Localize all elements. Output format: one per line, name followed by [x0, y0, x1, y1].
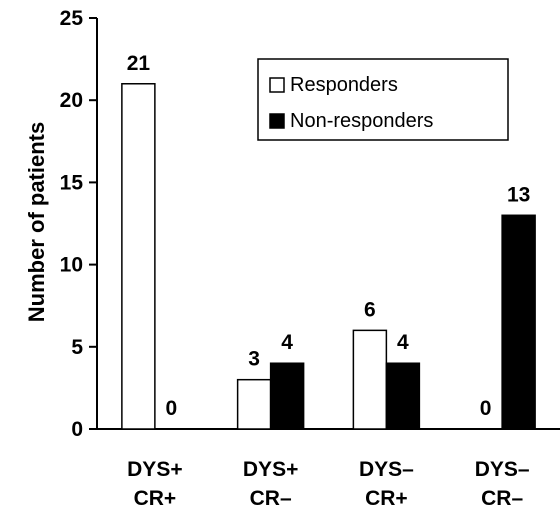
y-axis-title: Number of patients: [24, 122, 49, 322]
y-tick-label: 5: [71, 336, 83, 359]
category-label: CR–: [481, 487, 523, 510]
data-label: 0: [480, 397, 492, 420]
data-label: 0: [166, 397, 178, 420]
y-tick-label: 0: [71, 418, 83, 441]
data-label: 3: [248, 348, 260, 371]
bar-responders-1: [236, 378, 272, 430]
data-label: 4: [397, 331, 409, 354]
y-tick-label: 15: [60, 171, 84, 194]
data-label: 13: [507, 183, 530, 206]
bar-non-responders-1: [269, 362, 305, 430]
data-label: 6: [364, 298, 376, 321]
bar-non-responders-2: [385, 362, 421, 430]
bar-responders-2: [352, 329, 388, 430]
category-label: CR+: [134, 487, 177, 510]
legend: Responders Non-responders: [257, 58, 509, 141]
y-tick-label: 25: [60, 7, 84, 30]
legend-swatch: [269, 113, 285, 129]
category-label: CR+: [365, 487, 408, 510]
category-label: DYS–: [359, 458, 414, 481]
legend-label: Responders: [290, 74, 398, 96]
legend-box: [257, 58, 509, 141]
y-tick-label: 10: [60, 254, 83, 277]
data-label: 4: [281, 331, 293, 354]
bar-responders-0: [121, 83, 156, 430]
category-label: DYS+: [127, 458, 182, 481]
category-label: CR–: [250, 487, 292, 510]
legend-label: Non-responders: [290, 110, 433, 132]
category-label: DYS+: [243, 458, 298, 481]
data-label: 21: [127, 52, 151, 75]
category-labels: DYS+ CR+ DYS+ CR– DYS– CR+ DYS– CR–: [127, 458, 530, 510]
y-tick-label: 20: [60, 89, 83, 112]
axes: 0 5 10 15 20 25: [60, 7, 560, 441]
bars: [121, 83, 536, 430]
legend-swatch: [269, 77, 285, 93]
category-label: DYS–: [475, 458, 530, 481]
bar-non-responders-3: [501, 214, 536, 430]
